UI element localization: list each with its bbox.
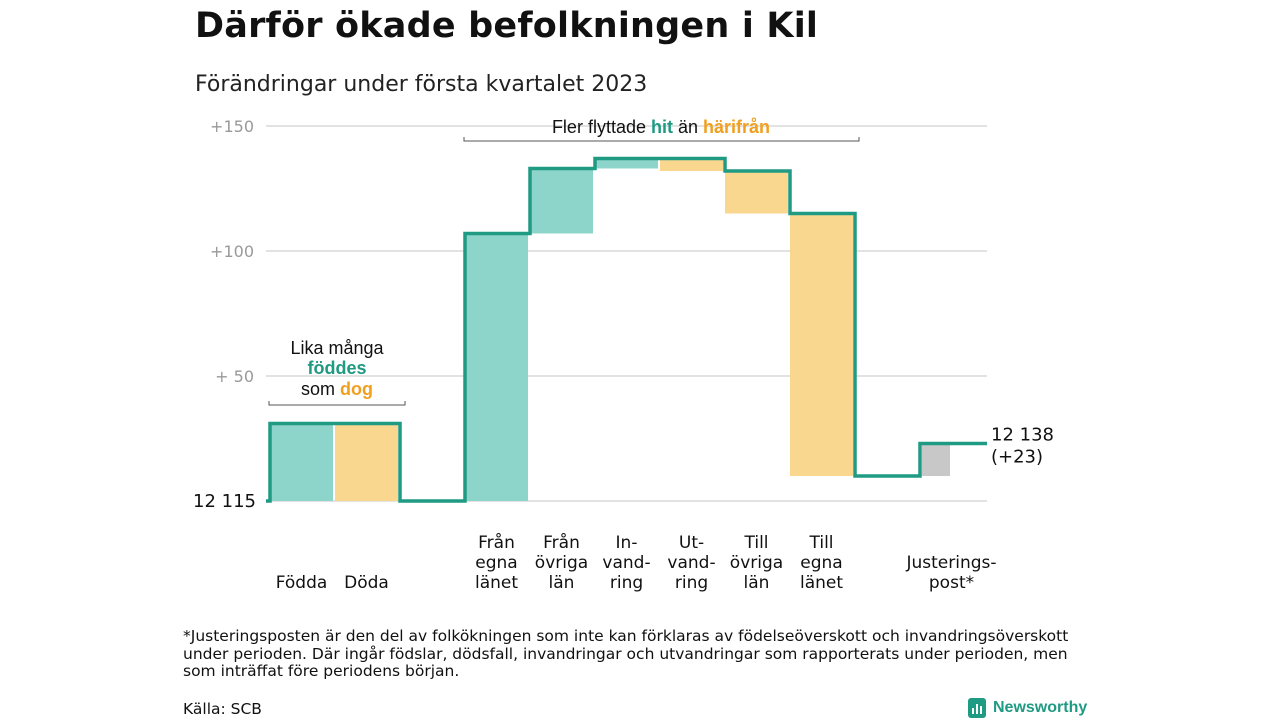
migration-annotation: Fler flyttade hit än härifrån: [552, 117, 770, 137]
start-value-label: 12 115: [193, 491, 256, 512]
bar-in: [530, 168, 593, 234]
source-note: Källa: SCB: [183, 700, 262, 718]
end-value-label: 12 138: [991, 425, 1054, 446]
footnote: *Justeringsposten är den del av folkökni…: [183, 627, 1069, 680]
x-category-label: Från: [543, 532, 580, 553]
y-tick-label: + 50: [215, 367, 254, 386]
x-category-label: län: [744, 573, 770, 593]
bar-out: [335, 423, 398, 501]
x-category-label: egna: [475, 553, 517, 573]
x-category-label: Justerings-: [905, 553, 996, 573]
x-category-label: Döda: [344, 573, 389, 593]
y-tick-label: +150: [210, 117, 254, 136]
bar-in: [270, 423, 333, 501]
bar-chart-icon: [968, 698, 986, 718]
chart-title: Därför ökade befolkningen i Kil: [195, 6, 819, 46]
x-category-label: län: [549, 573, 575, 593]
births-bracket: [268, 401, 406, 406]
births-annotation-line1: Lika många: [290, 338, 384, 358]
x-category-label: Ut-: [679, 533, 704, 553]
x-category-label: post*: [929, 573, 974, 593]
x-category-label: Till: [808, 533, 833, 553]
x-category-label: ring: [675, 573, 708, 593]
bar-out: [790, 213, 853, 476]
cumulative-step-line: [266, 156, 987, 503]
x-category-label: övriga: [730, 553, 783, 573]
bar-in: [595, 158, 658, 169]
brand-name: Newsworthy: [993, 699, 1088, 716]
chart-subtitle: Förändringar under första kvartalet 2023: [195, 72, 648, 97]
bar-out: [725, 171, 788, 214]
end-change-label: (+23): [991, 447, 1043, 468]
x-category-label: vand-: [667, 553, 715, 573]
x-category-label: Från: [478, 532, 515, 553]
bar-in: [465, 233, 528, 501]
y-tick-label: +100: [210, 242, 254, 261]
x-category-label: länet: [800, 573, 843, 593]
x-category-label: Till: [743, 533, 768, 553]
x-category-label: vand-: [602, 553, 650, 573]
x-category-label: Födda: [276, 573, 328, 593]
x-category-label: ring: [610, 573, 643, 593]
x-category-label: övriga: [535, 553, 588, 573]
x-category-label: In-: [616, 533, 638, 553]
migration-bracket: [463, 137, 860, 142]
x-category-label: länet: [475, 573, 518, 593]
births-annotation-line3: som dog: [301, 379, 373, 399]
bar-adjust: [922, 443, 950, 476]
births-annotation-born: föddes: [307, 358, 366, 378]
newsworthy-logo: Newsworthy: [968, 696, 1087, 720]
x-category-label: egna: [800, 553, 842, 573]
bar-out: [660, 158, 723, 171]
